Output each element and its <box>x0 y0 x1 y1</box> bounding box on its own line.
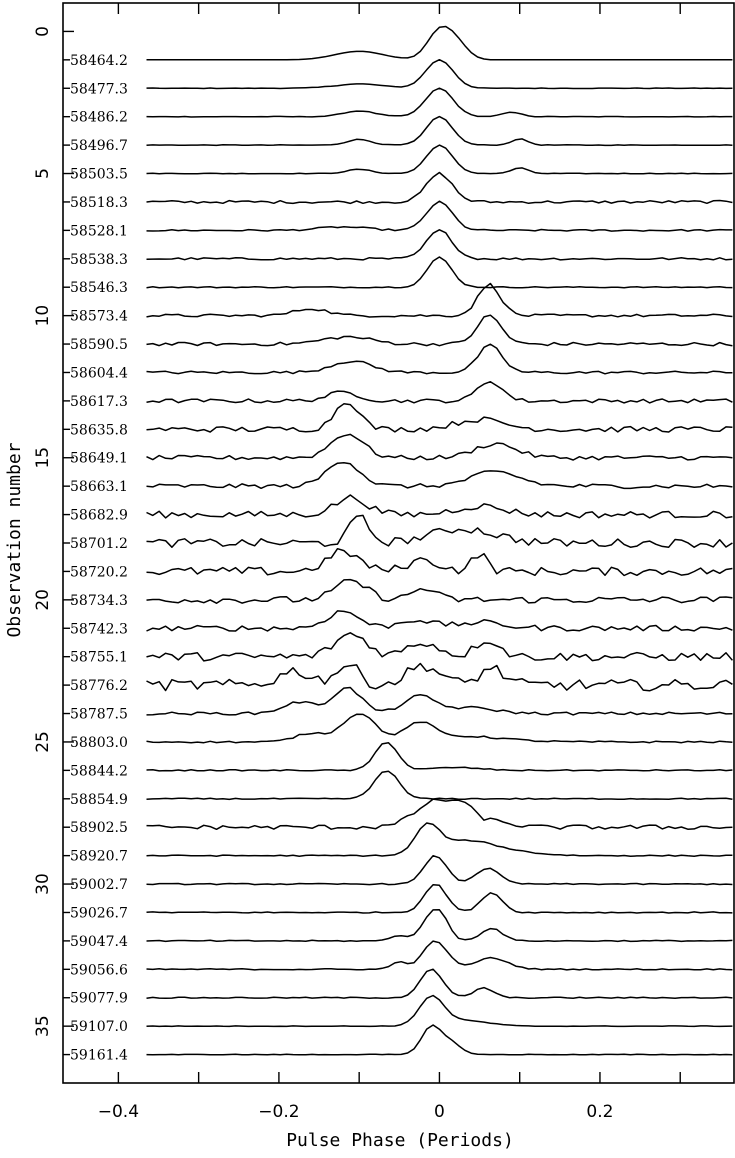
profile-trace-59056.6 <box>146 940 733 971</box>
profile-trace-59161.4 <box>146 1024 733 1056</box>
profile-trace-58701.2 <box>146 514 733 548</box>
trace-label: 59002.7 <box>70 877 128 893</box>
profile-trace-58617.3 <box>146 380 733 404</box>
axis-ticks <box>63 3 681 1083</box>
profile-trace-58663.1 <box>146 462 733 490</box>
trace-label: 58573.4 <box>70 309 128 325</box>
profile-trace-58590.5 <box>146 314 733 347</box>
trace-label: 58902.5 <box>70 820 128 836</box>
x-tick-label: 0.2 <box>586 1102 613 1122</box>
trace-label: 58486.2 <box>70 110 128 126</box>
trace-label: 58604.4 <box>70 365 128 381</box>
trace-label: 59077.9 <box>70 991 128 1007</box>
trace-label: 58682.9 <box>70 508 128 524</box>
profile-trace-59047.4 <box>146 909 733 943</box>
profile-trace-58682.9 <box>146 494 733 519</box>
plot-frame <box>62 2 735 1084</box>
trace-label: 59056.6 <box>70 962 128 978</box>
trace-label: 59026.7 <box>70 905 128 921</box>
profile-trace-58635.8 <box>146 403 733 433</box>
trace-label: 58742.3 <box>70 621 128 637</box>
trace-label: 59047.4 <box>70 934 128 950</box>
profile-trace-58720.2 <box>146 547 733 577</box>
trace-labels: 58464.2 58477.3 58486.2 58496.7 58503.5 58518… <box>70 53 128 1064</box>
profile-trace-58803.0 <box>146 713 733 744</box>
profile-trace-58787.5 <box>146 686 733 716</box>
profile-trace-59026.7 <box>146 884 733 914</box>
profile-trace-58854.9 <box>146 770 733 801</box>
y-tick-label: 30 <box>33 873 53 895</box>
trace-label: 58720.2 <box>70 564 128 580</box>
profile-trace-58573.4 <box>146 282 733 318</box>
trace-label: 58496.7 <box>70 138 128 154</box>
profile-trace-58742.3 <box>146 610 733 632</box>
profile-trace-58920.7 <box>146 822 733 857</box>
trace-label: 58617.3 <box>70 394 128 410</box>
y-tick-label: 25 <box>33 731 53 753</box>
profile-trace-58538.3 <box>146 229 733 261</box>
trace-label: 58635.8 <box>70 422 128 438</box>
y-tick-label: 0 <box>33 26 53 37</box>
x-axis-label: Pulse Phase (Periods) <box>286 1130 514 1151</box>
trace-label: 58787.5 <box>70 707 128 723</box>
profile-traces <box>146 25 733 1056</box>
trace-label: 58701.2 <box>70 536 128 552</box>
trace-label: 58844.2 <box>70 763 128 779</box>
trace-label: 58734.3 <box>70 593 128 609</box>
profile-trace-58776.2 <box>146 662 733 692</box>
profile-trace-58496.7 <box>146 115 733 147</box>
profile-trace-58518.3 <box>146 171 733 205</box>
y-tick-label: 10 <box>33 305 53 327</box>
trace-label: 58477.3 <box>70 81 128 97</box>
trace-label: 58663.1 <box>70 479 128 495</box>
profile-trace-58464.2 <box>146 25 733 61</box>
trace-label: 58920.7 <box>70 849 128 865</box>
y-axis-label: Observation number <box>4 442 25 637</box>
trace-label: 58803.0 <box>70 735 128 751</box>
profile-trace-58604.4 <box>146 343 733 375</box>
x-tick-labels: −0.4 −0.2 0 0.2 <box>98 1102 614 1122</box>
profile-trace-58486.2 <box>146 87 733 118</box>
profile-trace-59107.0 <box>146 994 733 1028</box>
y-tick-label: 20 <box>33 589 53 611</box>
trace-label: 58649.1 <box>70 451 128 467</box>
profile-trace-58902.5 <box>146 798 733 831</box>
profile-trace-58649.1 <box>146 433 733 461</box>
trace-label: 59107.0 <box>70 1019 128 1035</box>
y-tick-label: 35 <box>33 1015 53 1037</box>
trace-label: 58546.3 <box>70 280 128 296</box>
y-tick-labels: 0 5 10 15 20 25 30 35 <box>33 26 53 1037</box>
trace-label: 58503.5 <box>70 167 128 183</box>
trace-label: 58854.9 <box>70 792 128 808</box>
profile-trace-59077.9 <box>146 968 733 1000</box>
trace-label: 58464.2 <box>70 53 128 69</box>
profile-trace-58755.1 <box>146 632 733 662</box>
trace-label: 58538.3 <box>70 252 128 268</box>
profile-trace-58477.3 <box>146 58 733 90</box>
profile-trace-58546.3 <box>146 256 733 289</box>
trace-label: 59161.4 <box>70 1048 128 1064</box>
trace-label: 58528.1 <box>70 223 128 239</box>
trace-label: 58776.2 <box>70 678 128 694</box>
trace-label: 58755.1 <box>70 650 128 666</box>
trace-label: 58518.3 <box>70 195 128 211</box>
x-tick-label: −0.4 <box>98 1102 139 1122</box>
x-tick-label: 0 <box>434 1102 445 1122</box>
trace-label: 58590.5 <box>70 337 128 353</box>
profile-trace-58844.2 <box>146 742 733 772</box>
profile-trace-58528.1 <box>146 200 733 232</box>
y-tick-label: 5 <box>33 168 53 179</box>
x-tick-label: −0.2 <box>258 1102 299 1122</box>
profile-trace-59002.7 <box>146 854 733 886</box>
profile-trace-58734.3 <box>146 578 733 604</box>
y-tick-label: 15 <box>33 447 53 469</box>
profile-trace-58503.5 <box>146 144 733 175</box>
